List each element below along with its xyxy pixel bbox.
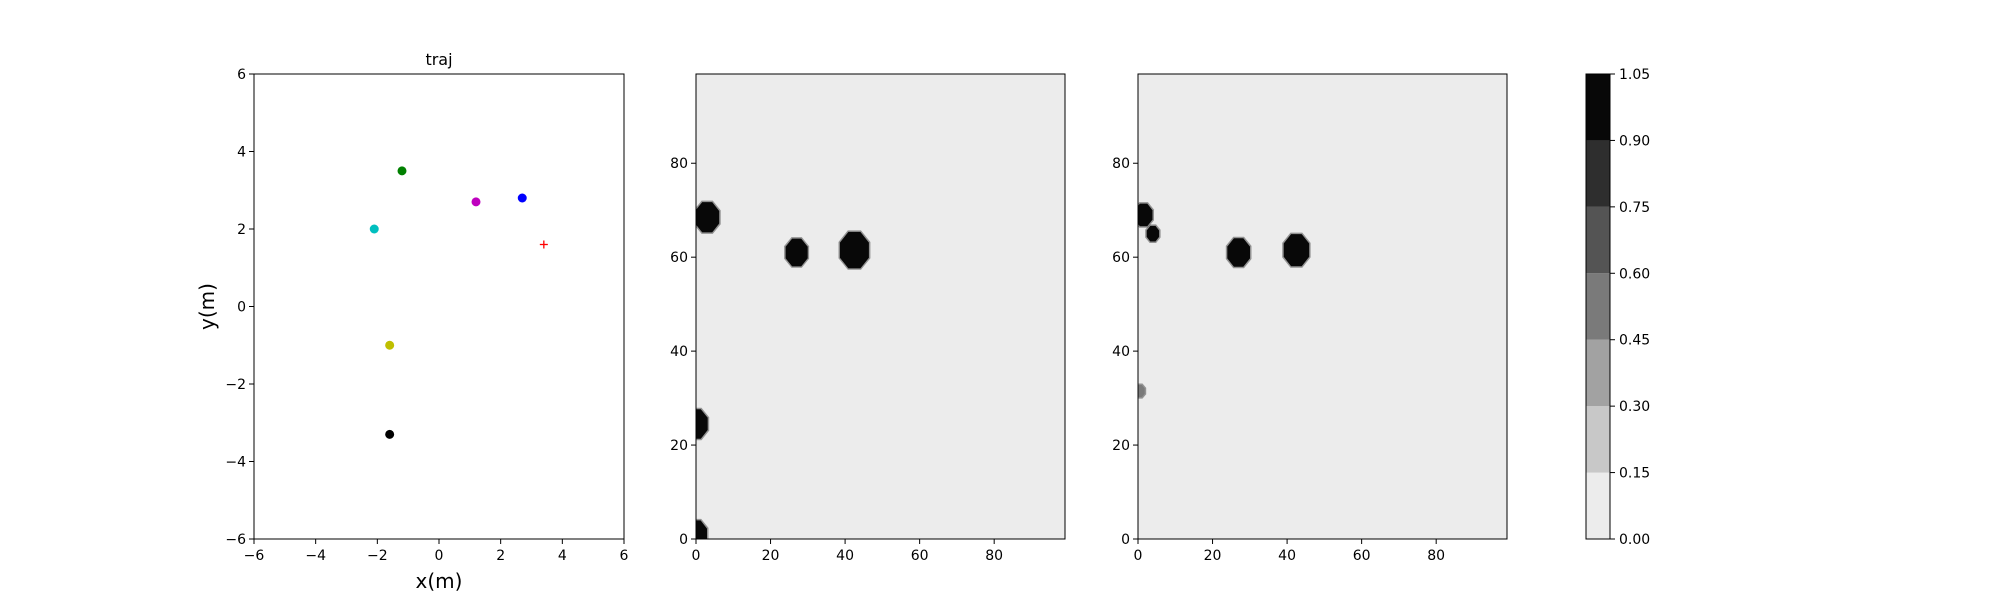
heatmap-panel-2: 0 20 40 60 80 0 20 40 60 80	[1112, 73, 1508, 564]
obstacle-blob	[785, 238, 808, 267]
x-tick-label: 60	[911, 548, 929, 564]
heatmap-panel-1: 0 20 40 60 80 0 20 40 60 80	[670, 73, 1066, 564]
obstacle-blob	[1146, 225, 1160, 242]
agent-point	[517, 193, 527, 203]
y-tick-label: 40	[1112, 344, 1130, 360]
x-tick-label: 20	[1204, 548, 1222, 564]
x-tick-label: −2	[367, 548, 388, 564]
colorbar-tick-label: 0.30	[1619, 399, 1650, 415]
colorbar-frame	[1585, 73, 1611, 540]
traj-plot-area	[254, 74, 624, 539]
x-tick-label: 4	[558, 548, 567, 564]
heatmap-background	[696, 74, 1065, 539]
x-tick-label: 40	[836, 548, 854, 564]
target-plus-marker	[539, 240, 548, 249]
colorbar-band	[1586, 273, 1610, 340]
y-tick-label: −2	[225, 377, 246, 393]
agent-point	[385, 340, 395, 350]
y-tick-label: −4	[225, 455, 246, 471]
colorbar-band	[1586, 206, 1610, 274]
heatmap-axes-frame	[695, 73, 1066, 540]
colorbar-tick-label: 0.00	[1619, 532, 1650, 548]
x-tick-label: 0	[1134, 548, 1143, 564]
colorbar-band	[1586, 472, 1610, 539]
x-tick-label: 2	[496, 548, 505, 564]
x-axis-label: x(m)	[416, 569, 463, 593]
x-tick-label: −4	[305, 548, 326, 564]
y-tick-label: 80	[670, 156, 688, 172]
agent-point	[385, 429, 395, 439]
traj-panel: −6 −4 −2 0 2 4 6 −6 −4 −2 0 2 4 6 traj x(m) y(m)	[195, 50, 629, 593]
x-tick-label: 60	[1353, 548, 1371, 564]
y-tick-label: 6	[237, 67, 246, 83]
y-tick-label: 20	[670, 438, 688, 454]
y-tick-label: −6	[225, 532, 246, 548]
obstacle-blob	[696, 202, 720, 233]
y-tick-label: 80	[1112, 156, 1130, 172]
agent-point	[369, 224, 379, 234]
colorbar-tick-label: 1.05	[1619, 67, 1650, 83]
colorbar-band	[1586, 74, 1610, 141]
y-tick-label: 60	[1112, 250, 1130, 266]
colorbar-band	[1586, 140, 1610, 207]
y-tick-label: 0	[237, 300, 246, 316]
traj-title: traj	[425, 50, 452, 69]
colorbar-tick-label: 0.15	[1619, 466, 1650, 482]
colorbar: 0.00 0.15 0.30 0.45 0.60 0.75 0.90 1.05	[1585, 67, 1650, 548]
y-tick-label: 0	[679, 532, 688, 548]
y-tick-label: 0	[1121, 532, 1130, 548]
agent-point	[397, 166, 407, 176]
colorbar-tick-label: 0.60	[1619, 266, 1650, 282]
y-tick-label: 4	[237, 145, 246, 161]
obstacle-blob	[1227, 238, 1250, 267]
x-tick-label: 0	[435, 548, 444, 564]
x-tick-label: 40	[1278, 548, 1296, 564]
x-tick-label: 0	[692, 548, 701, 564]
heatmap-axes-frame	[1137, 73, 1508, 540]
obstacle-blob	[1138, 385, 1145, 398]
x-tick-label: 80	[985, 548, 1003, 564]
x-tick-label: −6	[244, 548, 265, 564]
agent-point	[471, 197, 481, 207]
colorbar-band	[1586, 339, 1610, 407]
obstacle-blob	[1283, 234, 1310, 267]
obstacle-blob	[696, 520, 707, 539]
y-tick-label: 60	[670, 250, 688, 266]
colorbar-tick-label: 0.45	[1619, 333, 1650, 349]
colorbar-band	[1586, 406, 1610, 473]
heatmap-background	[1138, 74, 1507, 539]
y-axis-label: y(m)	[195, 283, 219, 330]
obstacle-blob	[839, 231, 869, 269]
colorbar-tick-label: 0.75	[1619, 200, 1650, 216]
y-tick-label: 40	[670, 344, 688, 360]
obstacle-blob	[696, 409, 708, 439]
y-tick-label: 2	[237, 222, 246, 238]
x-tick-label: 80	[1427, 548, 1445, 564]
x-tick-label: 20	[762, 548, 780, 564]
obstacle-blob	[1138, 203, 1153, 227]
x-tick-label: 6	[620, 548, 629, 564]
colorbar-tick-label: 0.90	[1619, 133, 1650, 149]
y-tick-label: 20	[1112, 438, 1130, 454]
